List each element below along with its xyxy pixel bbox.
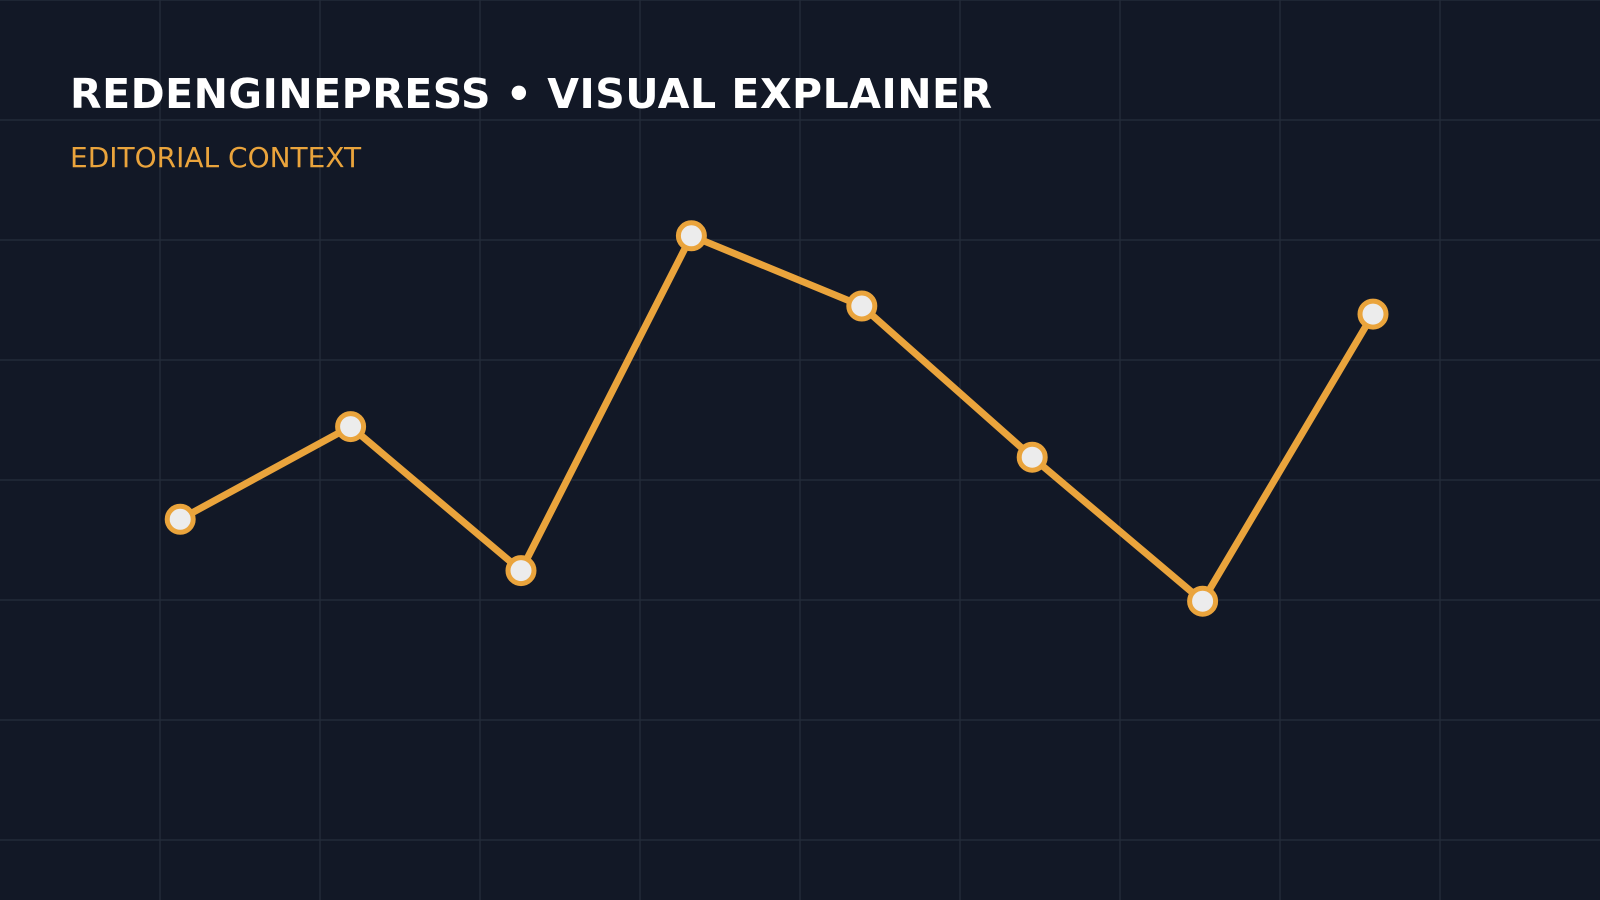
chart-title: REDENGINEPRESS • VISUAL EXPLAINER — [70, 70, 993, 118]
data-point — [846, 290, 878, 322]
data-point — [335, 411, 367, 443]
data-line — [176, 232, 1377, 605]
chart-subtitle: EDITORIAL CONTEXT — [70, 141, 362, 174]
data-point — [1357, 298, 1389, 330]
data-point — [675, 220, 707, 252]
data-point — [164, 503, 196, 535]
data-point — [1016, 441, 1048, 473]
data-point — [505, 555, 537, 587]
data-point — [1187, 585, 1219, 617]
